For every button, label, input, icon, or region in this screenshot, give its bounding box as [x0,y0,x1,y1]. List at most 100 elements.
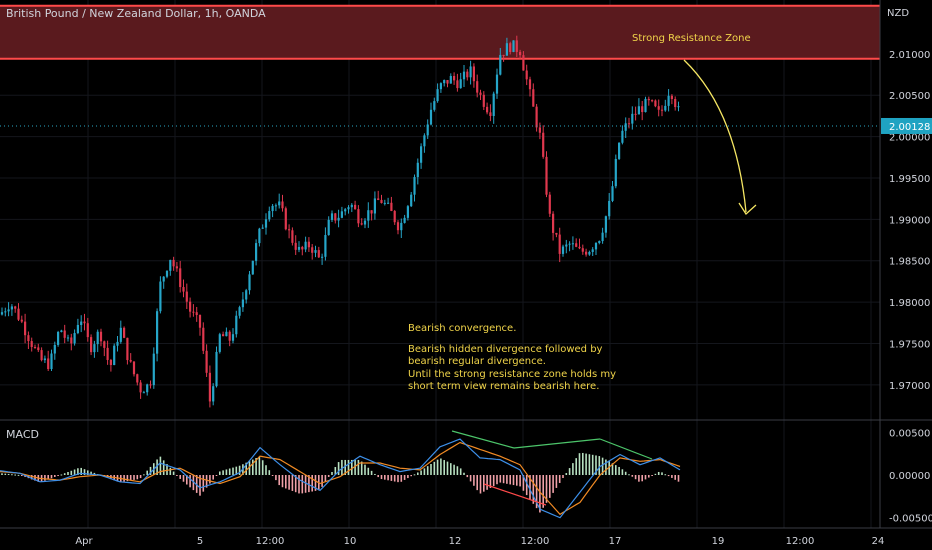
candle-body [360,223,363,225]
macd-histogram-bar [291,475,294,491]
x-tick-label: 12:00 [521,536,550,547]
macd-histogram-bar [552,475,554,493]
macd-histogram-bar [539,475,541,513]
candle-body [482,94,485,107]
candle-body [47,358,50,370]
candle-body [357,209,360,224]
macd-histogram-bar [417,472,419,475]
macd-histogram-bar [354,459,356,475]
candle-body [40,350,43,361]
candle-body [420,146,423,163]
candle-body [476,81,479,93]
x-tick-label: 12 [449,536,462,547]
candle-body [241,299,244,308]
candle-body [512,40,515,52]
candle-body [109,359,112,366]
candle-body [93,344,96,353]
macd-histogram-bar [532,475,535,504]
macd-histogram-bar [426,466,429,475]
macd-histogram-bar [390,475,393,481]
candle-body [604,216,607,233]
candle-body [264,219,268,228]
note-2: Bearish hidden divergence followed by be… [408,344,603,367]
macd-histogram-bar [446,461,449,475]
macd-histogram-bar [57,475,59,476]
candle-body [99,331,103,342]
macd-histogram-bar [166,464,168,475]
candle-body [486,106,489,113]
macd-histogram-bar [644,475,647,480]
candle-body [198,314,202,328]
candle-body [281,201,284,209]
macd-histogram-bar [555,475,558,488]
candle-body [86,323,89,338]
x-tick-label: 12:00 [256,536,285,547]
candle-body [222,334,225,337]
macd-histogram-bar [54,475,56,477]
macd-histogram-bar [1,473,3,475]
candle-body [601,232,604,242]
macd-tick-label: -0.00500 [889,514,932,525]
axis-currency: NZD [887,8,909,19]
candle-body [76,324,79,334]
candle-body [337,217,340,221]
last-price-label: 2.00128 [889,122,930,133]
macd-histogram-bar [195,475,198,493]
candle-body [509,43,512,52]
macd-histogram-bar [387,475,389,481]
candle-body [10,306,13,310]
candle-body [123,327,126,338]
candle-body [410,194,413,207]
macd-histogram-bar [288,475,290,490]
macd-histogram-bar [73,469,76,475]
candle-body [657,106,660,110]
candle-body [294,242,297,250]
candle-body [439,83,442,90]
resistance-zone [0,5,880,59]
y-tick-label: 1.97500 [889,340,930,351]
candle-body [469,66,472,78]
candle-body [377,198,380,200]
candle-body [192,311,195,313]
candle-body [182,287,185,292]
macd-histogram-bar [621,469,624,475]
candle-body [90,337,93,353]
candle-body [215,351,218,387]
macd-histogram-bar [324,475,327,482]
candle-body [7,309,10,312]
macd-histogram-bar [384,475,386,480]
candle-body [53,344,56,354]
macd-histogram-bar [486,475,488,490]
macd-tick-label: 0.00000 [889,471,930,482]
macd-histogram-bar [77,468,79,475]
macd-histogram-bar [459,468,462,475]
candle-body [17,308,20,320]
macd-histogram-bar [235,466,238,475]
macd-histogram-bar [252,459,254,475]
macd-histogram-bar [83,469,86,475]
candle-body [598,241,601,243]
macd-histogram-bar [156,459,158,475]
macd-histogram-bar [126,475,129,482]
candle-body [307,241,310,248]
macd-histogram-bar [261,460,264,475]
macd-histogram-bar [275,475,277,481]
x-tick-label: 24 [872,536,885,547]
candle-body [136,374,139,383]
y-tick-label: 1.98000 [889,298,930,309]
macd-histogram-bar [133,475,135,480]
macd-histogram-bar [364,464,366,475]
candle-body [522,55,525,71]
macd-histogram-bar [268,470,271,475]
candle-body [119,327,122,342]
macd-histogram-bar [667,475,670,477]
candle-body [535,106,538,128]
candle-body [245,290,248,300]
macd-histogram-bar [219,471,221,475]
macd-histogram-bar [664,474,667,476]
candle-body [126,337,129,361]
macd-histogram-bar [380,475,383,480]
candle-body [614,158,617,187]
